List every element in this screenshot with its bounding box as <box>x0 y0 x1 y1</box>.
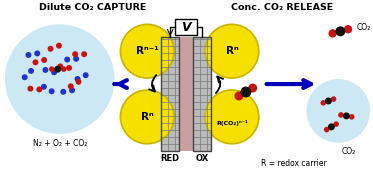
Circle shape <box>64 57 70 63</box>
Circle shape <box>51 69 57 75</box>
Text: Rⁿ: Rⁿ <box>141 112 154 122</box>
Circle shape <box>47 46 53 52</box>
Circle shape <box>75 76 81 82</box>
Bar <box>161 37 179 151</box>
Circle shape <box>27 86 33 92</box>
Circle shape <box>338 112 344 118</box>
Circle shape <box>235 91 244 101</box>
Circle shape <box>72 51 78 57</box>
Circle shape <box>34 50 40 56</box>
Circle shape <box>331 96 336 102</box>
Bar <box>193 37 211 151</box>
Text: Rⁿ: Rⁿ <box>226 46 238 56</box>
Circle shape <box>28 68 34 74</box>
Circle shape <box>66 65 72 71</box>
Bar <box>175 19 197 35</box>
Circle shape <box>81 51 87 57</box>
Text: RED: RED <box>161 154 180 163</box>
Circle shape <box>328 123 335 130</box>
Circle shape <box>240 87 251 98</box>
Circle shape <box>329 29 337 38</box>
Text: N₂ + O₂ + CO₂: N₂ + O₂ + CO₂ <box>32 139 87 148</box>
Circle shape <box>22 74 28 80</box>
Circle shape <box>61 66 66 72</box>
Text: OX: OX <box>195 154 209 163</box>
Circle shape <box>320 100 326 106</box>
Circle shape <box>36 86 42 92</box>
Text: Dilute CO₂ CAPTURE: Dilute CO₂ CAPTURE <box>39 3 146 12</box>
Circle shape <box>48 88 54 94</box>
Circle shape <box>349 114 354 120</box>
Bar <box>161 37 179 151</box>
Circle shape <box>49 66 54 72</box>
Text: Rⁿ⁻¹: Rⁿ⁻¹ <box>136 46 159 56</box>
Bar <box>179 37 193 151</box>
Circle shape <box>343 112 350 119</box>
Circle shape <box>335 26 345 36</box>
Circle shape <box>57 63 63 69</box>
Circle shape <box>344 25 352 33</box>
Circle shape <box>43 67 48 73</box>
Bar <box>193 37 211 151</box>
Circle shape <box>120 90 174 144</box>
Circle shape <box>56 43 62 49</box>
Circle shape <box>41 84 47 90</box>
Circle shape <box>120 24 174 78</box>
Circle shape <box>248 84 257 92</box>
Circle shape <box>25 52 31 58</box>
Circle shape <box>307 79 370 143</box>
Circle shape <box>205 24 259 78</box>
Text: Conc. CO₂ RELEASE: Conc. CO₂ RELEASE <box>231 3 333 12</box>
Circle shape <box>76 79 82 85</box>
Circle shape <box>83 72 89 78</box>
Text: CO₂: CO₂ <box>356 23 370 32</box>
Circle shape <box>5 24 115 134</box>
Circle shape <box>205 90 259 144</box>
Circle shape <box>32 59 38 65</box>
Text: V: V <box>181 21 191 34</box>
Circle shape <box>68 83 74 89</box>
Text: R = redox carrier: R = redox carrier <box>261 159 326 168</box>
Circle shape <box>324 127 329 132</box>
Circle shape <box>325 98 332 105</box>
Circle shape <box>41 57 47 63</box>
Text: R(CO₂)ⁿ⁻¹: R(CO₂)ⁿ⁻¹ <box>216 120 248 126</box>
Circle shape <box>69 87 75 93</box>
Circle shape <box>54 66 61 73</box>
Circle shape <box>333 121 339 127</box>
Text: CO₂: CO₂ <box>341 147 355 156</box>
Circle shape <box>73 56 79 62</box>
Circle shape <box>60 89 66 95</box>
